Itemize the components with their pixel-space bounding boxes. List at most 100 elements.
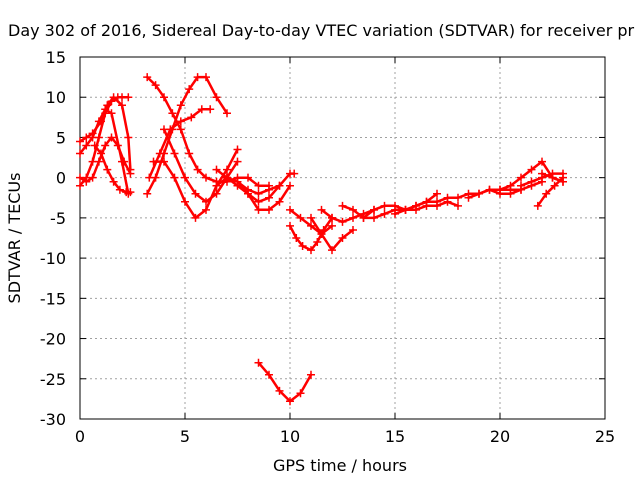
data-point xyxy=(88,173,97,182)
data-point xyxy=(191,189,200,198)
data-point xyxy=(124,133,133,142)
y-tick-label: -5 xyxy=(50,209,66,228)
data-point xyxy=(212,165,221,174)
data-point xyxy=(298,242,307,251)
data-point xyxy=(151,81,160,90)
data-point xyxy=(90,141,99,150)
data-point xyxy=(143,73,152,82)
data-point xyxy=(149,157,158,166)
data-point xyxy=(338,234,347,242)
data-point xyxy=(338,201,347,210)
data-point xyxy=(97,149,105,158)
data-point xyxy=(176,101,185,110)
data-point xyxy=(454,201,462,210)
data-point xyxy=(244,173,252,182)
data-point xyxy=(290,169,299,178)
data-point xyxy=(168,109,177,118)
data-point xyxy=(191,213,200,222)
data-point xyxy=(202,173,210,182)
data-point xyxy=(170,173,179,182)
data-point xyxy=(533,201,542,210)
y-axis-label: SDTVAR / TECUs xyxy=(5,173,24,304)
data-point xyxy=(170,149,179,158)
data-point xyxy=(76,173,84,182)
data-point xyxy=(101,141,110,150)
data-point xyxy=(193,165,202,174)
data-point xyxy=(443,197,452,206)
data-point xyxy=(223,165,231,174)
x-tick-label: 10 xyxy=(280,427,300,446)
data-point xyxy=(176,125,185,134)
data-point xyxy=(370,205,378,214)
data-point xyxy=(160,93,168,102)
data-point xyxy=(181,173,189,182)
y-tick-label: -30 xyxy=(40,410,66,429)
data-point xyxy=(120,157,129,166)
data-point xyxy=(212,181,221,190)
y-tick-label: 10 xyxy=(46,88,66,107)
data-point xyxy=(223,173,231,182)
data-point xyxy=(517,173,525,182)
data-point xyxy=(109,177,118,186)
data-point xyxy=(317,229,326,238)
data-point xyxy=(307,370,315,379)
data-point xyxy=(118,101,126,110)
data-point xyxy=(559,177,567,186)
y-tick-label: 5 xyxy=(56,128,66,147)
data-point xyxy=(307,221,315,230)
series-line-arc-9 xyxy=(162,128,239,204)
data-point xyxy=(254,181,263,190)
x-tick-label: 5 xyxy=(180,427,190,446)
data-point xyxy=(328,221,336,230)
data-point xyxy=(307,246,315,255)
data-point xyxy=(76,181,84,190)
data-point xyxy=(313,238,322,247)
data-point xyxy=(349,213,357,222)
data-point xyxy=(265,205,273,214)
data-point xyxy=(292,234,301,242)
data-point xyxy=(527,165,536,174)
data-point xyxy=(412,201,420,210)
plot-area-frame xyxy=(79,56,606,420)
data-point xyxy=(550,181,559,190)
series-line-arc-7 xyxy=(145,75,229,196)
data-point xyxy=(275,197,284,206)
y-tick-label: 15 xyxy=(46,48,66,67)
data-point xyxy=(265,370,273,379)
series-line-arc-5 xyxy=(93,144,132,194)
data-point xyxy=(548,173,557,182)
data-point xyxy=(82,141,91,150)
y-tick-label: -20 xyxy=(40,330,66,349)
data-point xyxy=(265,185,273,194)
data-point xyxy=(197,105,206,114)
data-point xyxy=(143,189,152,198)
data-point xyxy=(464,193,473,202)
data-point xyxy=(286,397,294,406)
data-point xyxy=(475,189,483,198)
data-point xyxy=(296,389,305,398)
data-point xyxy=(94,117,103,126)
data-point xyxy=(307,213,315,222)
data-point xyxy=(187,113,196,122)
series-line-arc-25 xyxy=(536,176,565,208)
y-tick-label: -15 xyxy=(40,289,66,308)
data-point xyxy=(433,189,441,198)
data-point xyxy=(506,189,515,198)
data-point xyxy=(160,125,168,134)
data-point xyxy=(103,165,112,174)
data-point xyxy=(391,201,399,210)
data-point xyxy=(107,97,116,106)
data-point xyxy=(401,205,410,214)
data-point xyxy=(517,181,525,190)
data-point xyxy=(391,209,399,218)
data-point xyxy=(160,157,168,166)
data-point xyxy=(94,157,103,166)
data-point xyxy=(101,105,110,114)
data-point xyxy=(244,185,252,194)
data-point xyxy=(233,177,242,186)
data-point xyxy=(126,188,135,197)
data-point xyxy=(254,189,263,198)
data-point xyxy=(286,221,294,230)
data-point xyxy=(124,93,133,102)
